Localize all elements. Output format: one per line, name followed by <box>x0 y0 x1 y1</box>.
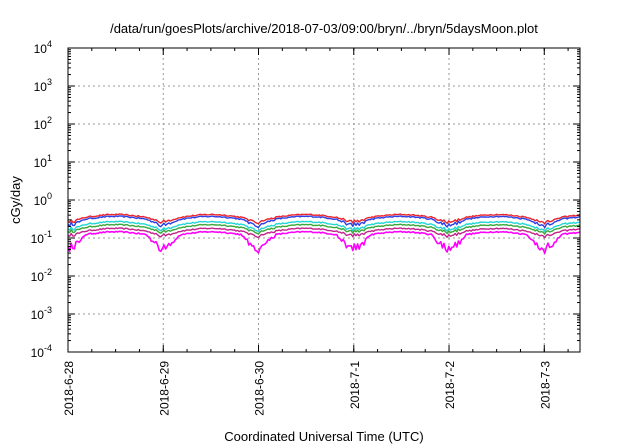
x-tick-label: 2018-6-29 <box>157 361 171 416</box>
y-tick-label: 102 <box>34 115 52 132</box>
y-tick-label: 104 <box>34 39 52 56</box>
x-tick-label: 2018-7-2 <box>443 361 457 409</box>
x-tick-label: 2018-7-3 <box>538 361 552 409</box>
series-line <box>67 215 581 229</box>
series-line <box>67 227 581 239</box>
y-tick-label: 10-2 <box>31 267 52 284</box>
grid-lines <box>67 47 580 353</box>
y-axis-label: cGy/day <box>8 176 23 224</box>
series-line <box>67 223 581 235</box>
y-tick-label: 100 <box>34 191 52 208</box>
x-axis-label: Coordinated Universal Time (UTC) <box>224 429 423 444</box>
y-axis-ticks: 10-4 10-3 10-2 10-1 100 101 102 103 104 <box>31 39 580 360</box>
y-tick-label: 10-3 <box>31 305 52 322</box>
x-tick-label: 2018-7-1 <box>348 361 362 409</box>
series-line <box>67 230 581 255</box>
y-tick-label: 10-1 <box>31 229 52 246</box>
series-line <box>67 213 581 225</box>
y-tick-label: 10-4 <box>31 343 52 360</box>
x-axis-ticks: 2018-6-28 2018-6-29 2018-6-30 2018-7-1 2018-… <box>62 48 569 416</box>
x-tick-label: 2018-6-28 <box>62 361 76 416</box>
y-tick-label: 103 <box>34 77 52 94</box>
x-tick-label: 2018-6-30 <box>253 361 267 416</box>
y-tick-label: 101 <box>34 153 52 170</box>
series-layer <box>67 213 581 255</box>
chart-title: /data/run/goesPlots/archive/2018-07-03/0… <box>110 21 538 36</box>
series-line <box>67 220 581 233</box>
